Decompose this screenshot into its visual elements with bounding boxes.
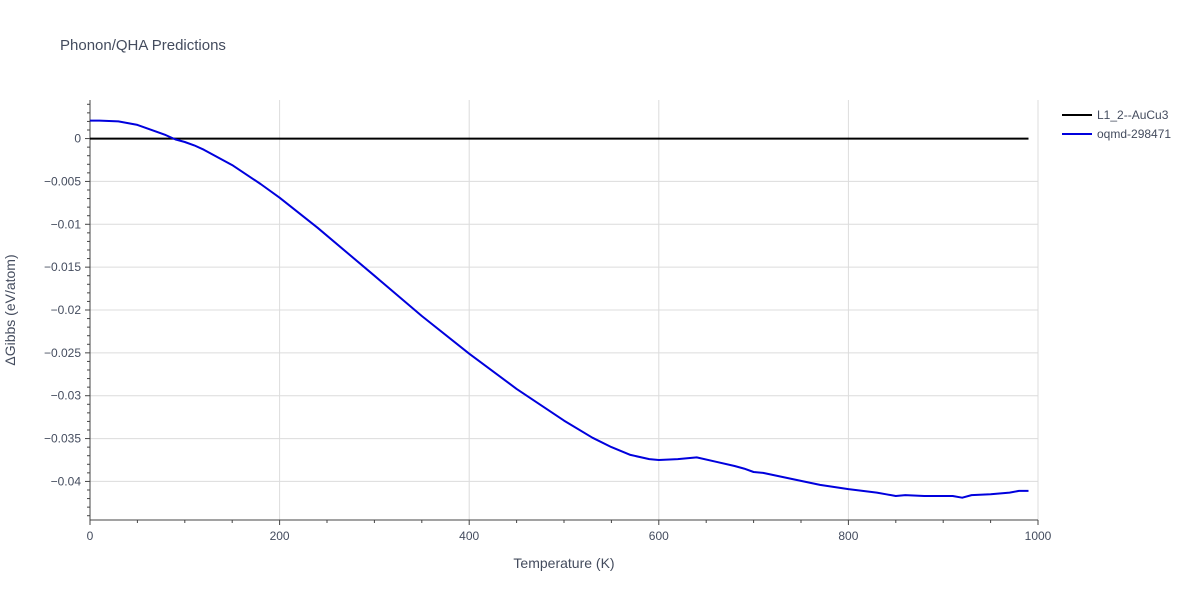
x-tick-label: 200 <box>270 529 290 543</box>
legend-label: oqmd-298471 <box>1097 127 1171 141</box>
y-tick-label: 0 <box>74 132 81 146</box>
y-tick-label: −0.035 <box>44 432 81 446</box>
x-tick-label: 0 <box>87 529 94 543</box>
y-gridlines <box>90 180 1038 482</box>
legend[interactable]: L1_2--AuCu3 oqmd-298471 <box>1062 108 1171 141</box>
axes <box>85 100 1039 525</box>
y-tick-label: −0.02 <box>51 303 82 317</box>
y-tick-label: −0.015 <box>44 260 81 274</box>
chart-title: Phonon/QHA Predictions <box>60 37 226 54</box>
y-tick-labels: 0 −0.005 −0.01 −0.015 −0.02 −0.025 −0.03 −0.035… <box>44 132 81 489</box>
legend-label: L1_2--AuCu3 <box>1097 108 1169 122</box>
series-line-2[interactable] <box>90 119 1029 499</box>
legend-item-2[interactable]: oqmd-298471 <box>1062 127 1171 141</box>
x-tick-label: 600 <box>649 529 669 543</box>
x-tick-label: 800 <box>838 529 858 543</box>
x-tick-label: 400 <box>459 529 479 543</box>
y-tick-label: −0.005 <box>44 174 81 188</box>
y-tick-label: −0.03 <box>51 389 82 403</box>
y-axis-title: ΔGibbs (eV/atom) <box>2 254 18 365</box>
y-tick-label: −0.04 <box>51 474 82 488</box>
x-tick-label: 1000 <box>1025 529 1052 543</box>
x-axis-title: Temperature (K) <box>513 555 614 571</box>
series-layer[interactable] <box>90 119 1029 499</box>
y-tick-label: −0.025 <box>44 346 81 360</box>
x-tick-labels: 0 200 400 600 800 1000 <box>87 529 1052 543</box>
legend-item-1[interactable]: L1_2--AuCu3 <box>1062 108 1169 122</box>
y-tick-label: −0.01 <box>51 217 82 231</box>
